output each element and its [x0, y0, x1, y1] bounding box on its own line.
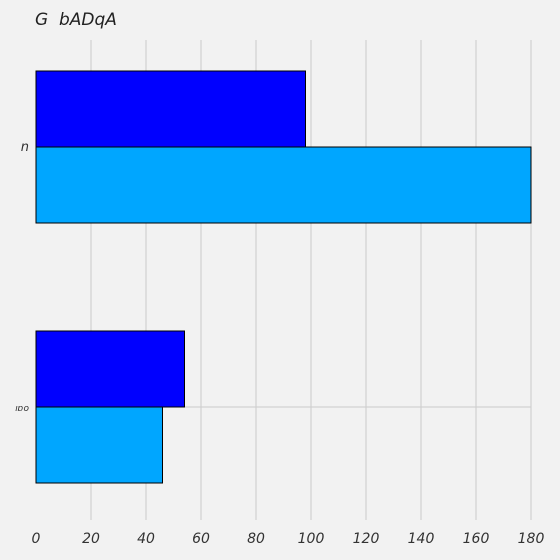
x-tick-label: 40	[137, 531, 155, 547]
x-tick-label: 140	[408, 531, 435, 547]
x-tick-label: 0	[32, 531, 41, 547]
bar	[35, 406, 163, 484]
y-tick-label: n	[21, 140, 29, 155]
x-tick-label: 100	[298, 531, 325, 547]
x-tick-label: 20	[82, 531, 100, 547]
bar	[35, 330, 185, 408]
chart-title: G bADqA	[35, 10, 117, 30]
bar	[35, 70, 306, 148]
y-tick-label: ıɒo	[15, 404, 29, 414]
bar	[35, 146, 532, 224]
x-tick-label: 60	[192, 531, 210, 547]
x-tick-label: 180	[518, 531, 545, 547]
x-tick-label: 120	[353, 531, 380, 547]
x-tick-label: 80	[247, 531, 265, 547]
x-tick-label: 160	[463, 531, 490, 547]
